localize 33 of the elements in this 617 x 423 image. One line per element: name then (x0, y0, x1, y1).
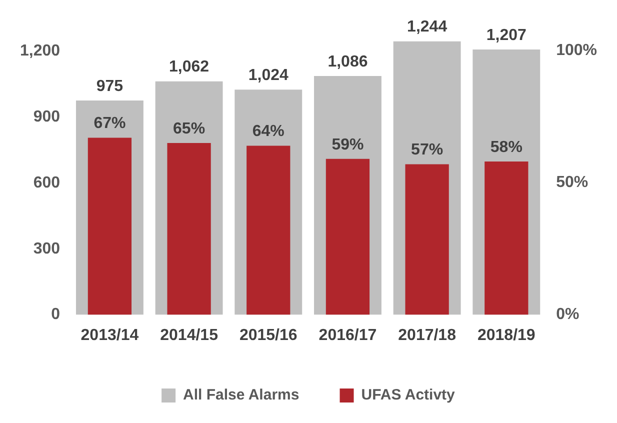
y-tick-label: 1,200 (20, 42, 60, 60)
legend-label: UFAS Activty (361, 386, 456, 404)
data-label: 1,086 (328, 53, 368, 70)
data-label: 67% (94, 115, 126, 132)
bar (326, 158, 370, 315)
data-label: 64% (252, 123, 284, 140)
data-label: 1,244 (407, 18, 448, 36)
bar (484, 162, 528, 315)
y2-tick-label: 0% (556, 306, 580, 324)
x-tick-label: 2018/19 (477, 326, 536, 344)
legend-label: All False Alarms (183, 386, 300, 404)
data-label: 57% (411, 142, 444, 159)
y-tick-label: 900 (33, 108, 60, 126)
data-label: 1,062 (169, 58, 210, 76)
x-tick-label: 2015/16 (239, 326, 298, 344)
y-tick-label: 300 (33, 240, 60, 258)
x-tick-label: 2013/14 (80, 326, 139, 344)
data-label: 65% (173, 120, 206, 138)
y2-tick-label: 50% (556, 174, 588, 192)
bar (167, 143, 211, 315)
y-tick-label: 600 (33, 174, 60, 192)
data-label: 59% (332, 136, 364, 154)
bar (405, 164, 449, 315)
data-label: 1,024 (248, 67, 289, 84)
x-tick-label: 2017/18 (398, 326, 456, 344)
y-tick-label: 0 (51, 306, 60, 324)
y2-tick-label: 100% (556, 42, 597, 59)
data-label: 1,207 (486, 26, 527, 44)
bar (246, 146, 290, 315)
data-label: 58% (490, 138, 522, 156)
x-tick-label: 2016/17 (318, 326, 377, 344)
x-tick-label: 2014/15 (160, 326, 218, 344)
data-label: 975 (96, 78, 124, 95)
